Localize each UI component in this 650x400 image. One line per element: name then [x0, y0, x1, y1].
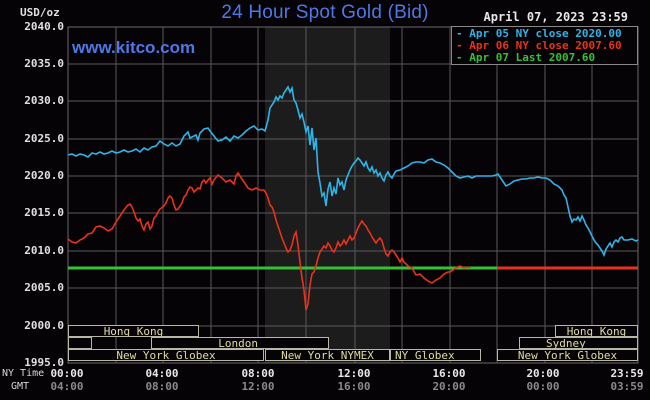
y-tick: 2015.0 [24, 206, 64, 219]
x-tick-gmt: 03:59 [610, 380, 644, 393]
ny-time-label: NY Time [2, 368, 45, 379]
y-tick: 2020.0 [24, 169, 64, 182]
y-axis-unit: USD/oz [20, 6, 60, 19]
chart-title: 24 Hour Spot Gold (Bid) [221, 2, 429, 23]
session-sydney: Sydney [519, 337, 638, 349]
y-tick: 2030.0 [24, 94, 64, 107]
x-tick-ny: 20:00 [526, 367, 560, 380]
session-ny-globex: NY Globex [390, 349, 481, 361]
session-new-york-nymex: New York NYMEX [265, 349, 390, 361]
x-tick-gmt: 12:00 [241, 380, 275, 393]
x-tick-ny: 08:00 [241, 367, 275, 380]
legend-item-apr07: - Apr 07 Last 2007.60 [456, 51, 596, 64]
y-tick: 2040.0 [24, 20, 64, 33]
watermark: www.kitco.com [72, 38, 196, 57]
series-apr05 [67, 85, 639, 258]
session-london: London [151, 337, 329, 349]
y-tick: 2010.0 [24, 244, 64, 257]
x-tick-ny: 04:00 [145, 367, 179, 380]
legend-item-apr06: - Apr 06 NY close 2007.60 [456, 39, 622, 52]
x-tick-gmt: 16:00 [337, 380, 371, 393]
session-new-york-globex: New York Globex [68, 349, 264, 361]
x-tick-ny: 23:59 [610, 367, 644, 380]
y-tick: 2005.0 [24, 281, 64, 294]
session-hong-kong: Hong Kong [68, 325, 199, 337]
series-apr06 [67, 171, 471, 311]
x-tick-gmt: 08:00 [145, 380, 179, 393]
legend-item-apr05: - Apr 05 NY close 2020.00 [456, 27, 622, 40]
gmt-label: GMT [11, 381, 30, 392]
chart-date: April 07, 2023 23:59 [483, 10, 629, 24]
session-hong-kong-late: Hong Kong [555, 325, 638, 337]
x-tick-ny: 16:00 [432, 367, 466, 380]
y-tick: 2025.0 [24, 132, 64, 145]
plot-frame [67, 26, 639, 364]
x-tick-ny: 00:00 [50, 367, 84, 380]
session-blank-box [68, 337, 92, 349]
x-tick-gmt: 00:00 [526, 380, 560, 393]
vertical-gridlines [115, 27, 593, 363]
y-tick: 1995.0 [24, 356, 64, 369]
y-tick: 2000.0 [24, 319, 64, 332]
x-tick-gmt: 20:00 [432, 380, 466, 393]
chart-legend: - Apr 05 NY close 2020.00 - Apr 06 NY cl… [451, 26, 638, 65]
y-tick: 2035.0 [24, 57, 64, 70]
x-tick-gmt: 04:00 [50, 380, 84, 393]
x-tick-ny: 12:00 [337, 367, 371, 380]
session-new-york-globex-late: New York Globex [497, 349, 638, 361]
